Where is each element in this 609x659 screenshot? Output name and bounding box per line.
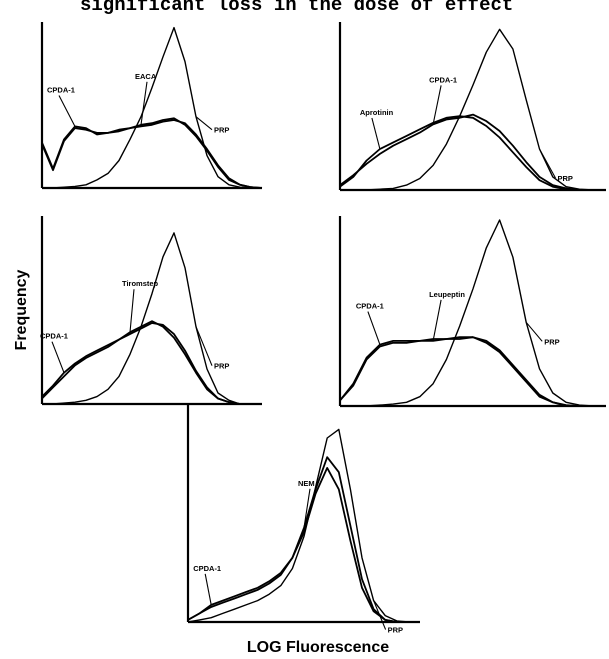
series-line-prp bbox=[42, 28, 262, 188]
y-axis-title: Frequency bbox=[13, 269, 30, 350]
annotation-pointer bbox=[368, 312, 380, 345]
annotation-label: Leupeptin bbox=[429, 290, 465, 299]
annotation-pointer bbox=[433, 300, 441, 341]
histogram-panel-4: CPDA-1 Leupeptin PRP bbox=[340, 216, 606, 406]
annotation-label: PRP bbox=[388, 626, 403, 635]
series-line-cpda-1 bbox=[188, 468, 420, 622]
annotation-label: EACA bbox=[135, 72, 157, 81]
annotation-label: CPDA-1 bbox=[356, 302, 384, 311]
annotation-pointer bbox=[540, 149, 556, 178]
annotation-label: CPDA-1 bbox=[429, 75, 457, 84]
histogram-panel-3: CPDA-1 Tiromstep PRP bbox=[40, 216, 262, 404]
annotation-pointer bbox=[372, 118, 380, 149]
annotation-label: NEM bbox=[298, 479, 315, 488]
annotation-label: CPDA-1 bbox=[40, 332, 68, 341]
annotation-label: PRP bbox=[558, 174, 573, 183]
annotation-label: CPDA-1 bbox=[47, 85, 75, 94]
annotation-pointer bbox=[52, 342, 64, 373]
annotation-label: PRP bbox=[544, 337, 559, 346]
histogram-panel-5: CPDA-1 NEM PRP bbox=[188, 404, 420, 635]
annotation-label: PRP bbox=[214, 362, 229, 371]
header-text: significant loss in the dose of effect bbox=[80, 0, 513, 16]
histogram-panel-2: Aprotinin CPDA-1 PRP bbox=[340, 22, 606, 190]
annotation-label: CPDA-1 bbox=[193, 564, 221, 573]
annotation-label: PRP bbox=[214, 126, 229, 135]
annotation-pointer bbox=[433, 85, 441, 124]
annotation-pointer bbox=[59, 95, 75, 126]
series-line-prp bbox=[340, 220, 606, 406]
series-line-prp bbox=[42, 233, 262, 404]
histogram-panel-1: CPDA-1 EACA PRP bbox=[42, 22, 262, 188]
annotation-pointer bbox=[374, 601, 386, 630]
annotation-label: Tiromstep bbox=[122, 279, 159, 288]
annotation-pointer bbox=[130, 289, 134, 332]
x-axis-title: LOG Fluorescence bbox=[247, 639, 389, 656]
panels: CPDA-1 EACA PRP Aprotinin CPDA-1 PRP CPDA-1 Tir… bbox=[40, 22, 606, 635]
series-line-leupeptin bbox=[340, 337, 606, 406]
annotation-label: Aprotinin bbox=[360, 108, 394, 117]
annotation-pointer bbox=[205, 574, 211, 605]
